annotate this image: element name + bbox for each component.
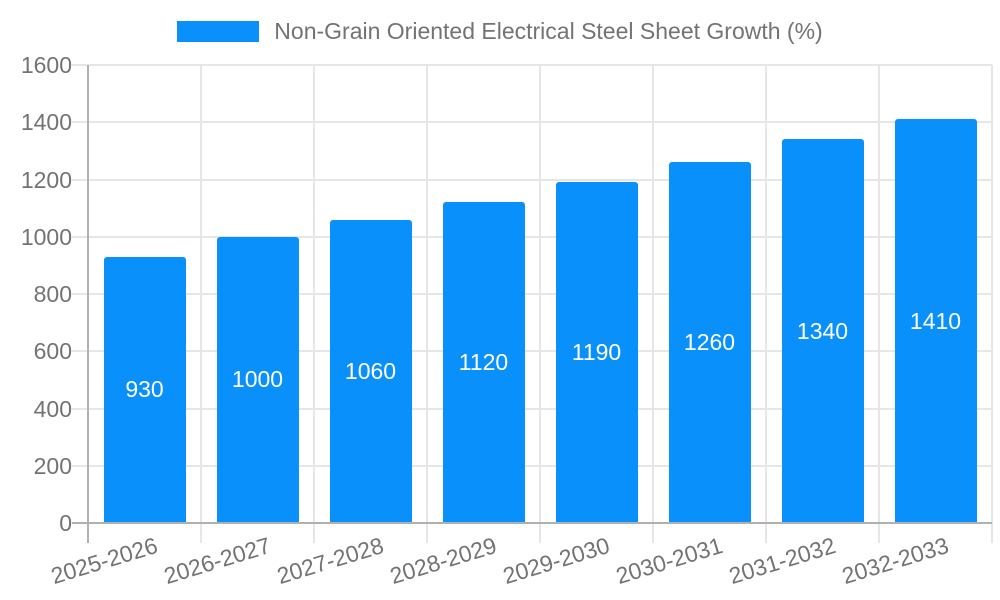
x-gridline [878,65,880,543]
x-gridline [991,65,993,543]
legend-item[interactable]: Non-Grain Oriented Electrical Steel Shee… [0,16,1000,46]
bar[interactable]: 1000 [216,236,299,523]
y-axis-line [87,65,89,543]
bar-value-label: 1410 [909,307,962,334]
y-gridline [72,350,992,353]
x-axis-tick-label: 2025-2026 [47,532,161,590]
x-gridline [200,65,202,543]
bar-value-label: 930 [125,376,164,403]
x-gridline [765,65,767,543]
x-gridline [313,65,315,543]
x-axis-tick-label: 2031-2032 [725,532,839,590]
y-axis-tick-label: 600 [33,338,72,365]
y-axis-tick-label: 0 [59,510,72,536]
y-gridline [72,464,992,467]
y-gridline [72,64,992,66]
bar-value-label: 1190 [571,339,622,366]
x-axis-tick-label: 2026-2027 [160,532,274,590]
legend-swatch [177,20,260,42]
bar-value-label: 1000 [231,366,284,393]
x-axis-tick-label: 2028-2029 [386,532,500,590]
x-gridline [426,65,428,543]
x-gridline [539,65,541,543]
y-gridline [72,293,992,295]
bar[interactable]: 1340 [781,139,864,523]
bar-value-label: 1060 [344,357,397,384]
bar[interactable]: 930 [103,256,186,523]
y-axis-tick-label: 400 [33,395,72,422]
y-axis-tick-label: 1400 [20,109,72,136]
y-axis-tick-label: 800 [33,281,72,307]
y-gridline [72,178,992,181]
y-gridline [72,407,992,410]
bar[interactable]: 1120 [442,202,525,523]
bar-value-label: 1260 [683,329,736,356]
bar-value-label: 1340 [796,317,849,344]
x-gridline [652,65,654,543]
x-axis-tick-label: 2029-2030 [499,532,613,590]
x-axis-tick-label: 2027-2028 [273,532,387,590]
bar[interactable]: 1410 [894,119,977,523]
y-axis-tick-label: 1000 [20,223,72,250]
x-axis-tick-label: 2032-2033 [838,532,952,590]
x-axis-line [72,522,992,524]
legend-label: Non-Grain Oriented Electrical Steel Shee… [274,18,823,44]
y-axis-tick-label: 1600 [20,52,72,78]
x-axis-tick-label: 2030-2031 [612,532,726,590]
y-axis-tick-label: 200 [33,452,72,479]
bar[interactable]: 1190 [555,182,638,523]
y-axis-tick-label: 1200 [20,166,72,193]
bar[interactable]: 1060 [329,219,412,523]
bar-value-label: 1120 [458,349,509,376]
y-gridline [72,235,992,238]
bar[interactable]: 1260 [668,162,751,523]
y-gridline [72,121,992,124]
